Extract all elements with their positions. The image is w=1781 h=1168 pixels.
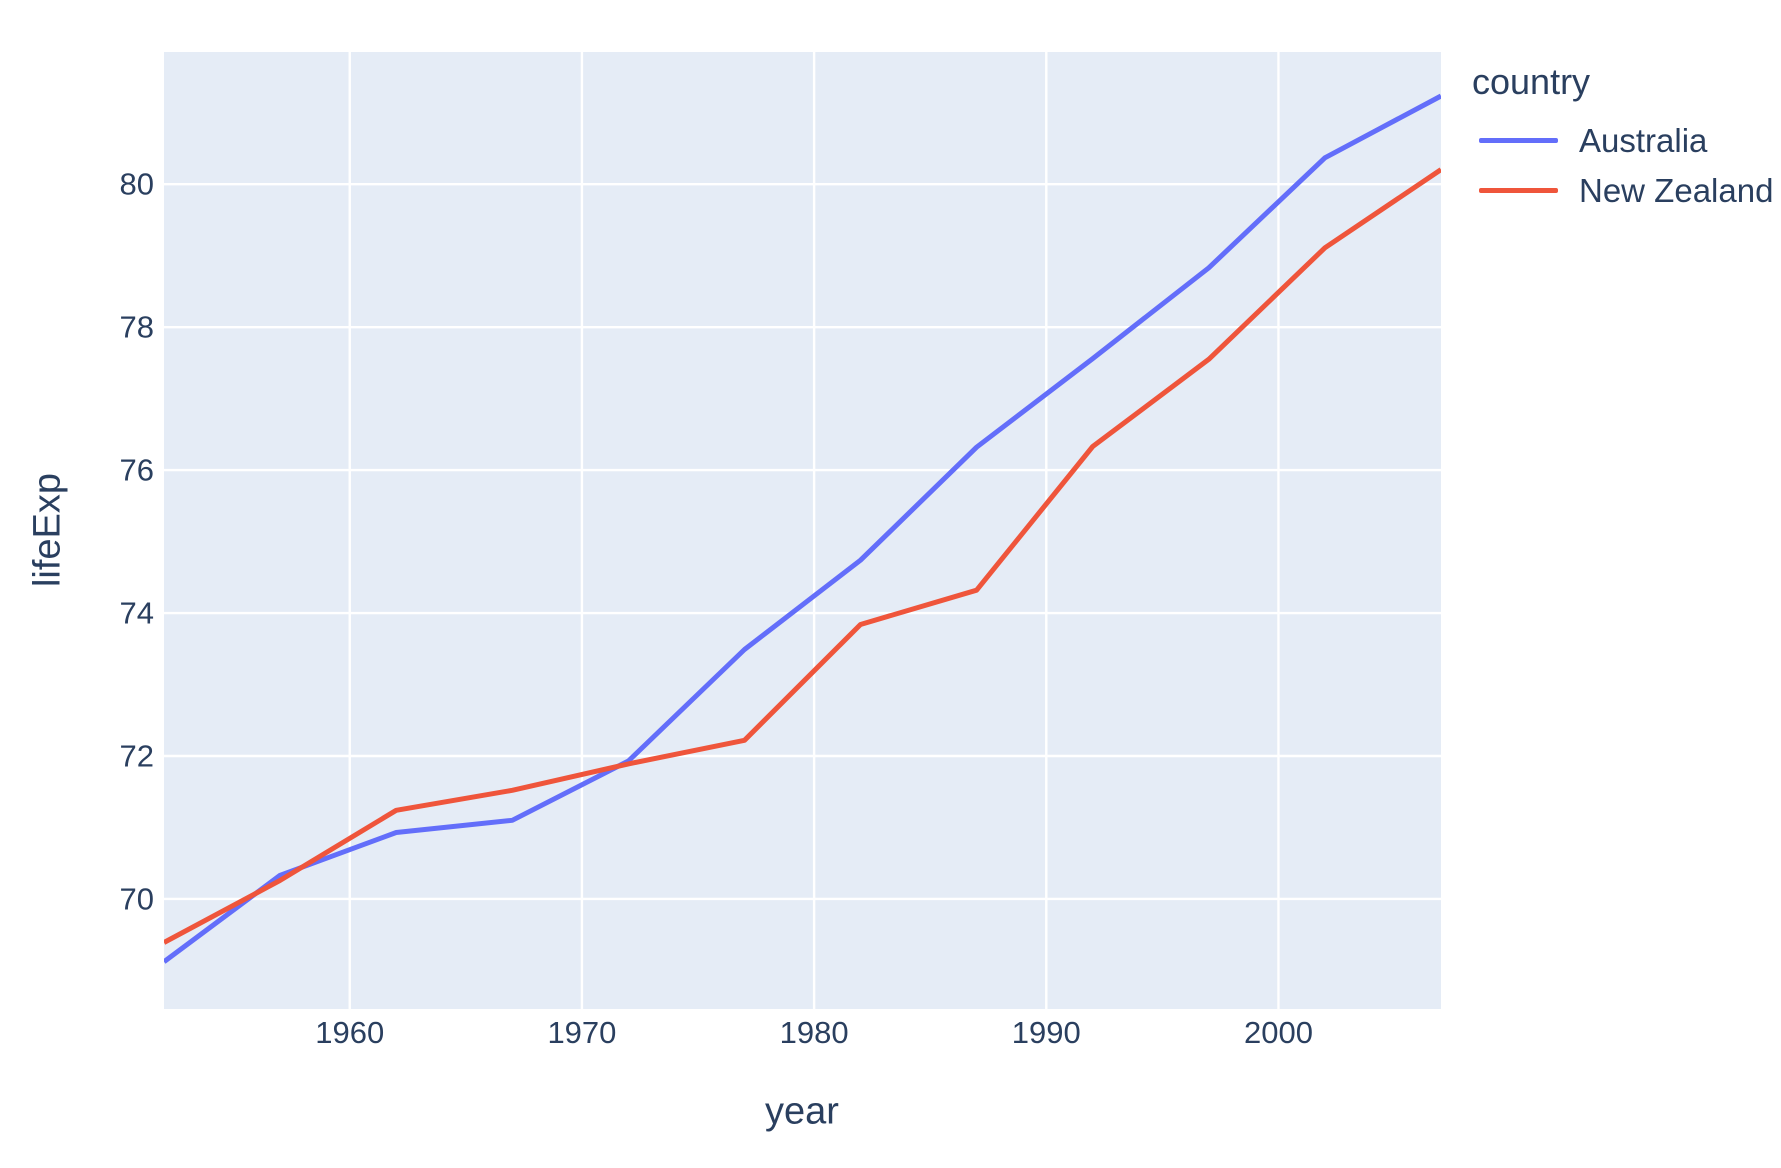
x-tick-label: 1970 [547,1015,617,1050]
x-tick-label: 1990 [1011,1015,1081,1050]
y-tick-label: 76 [119,452,154,488]
legend: country Australia New Zealand [1472,60,1773,215]
legend-item-new-zealand[interactable]: New Zealand [1472,165,1773,215]
chart-canvas[interactable] [164,52,1441,1009]
legend-item-label: Australia [1579,121,1708,159]
legend-line-swatch [1479,137,1558,143]
legend-item-australia[interactable]: Australia [1472,115,1773,165]
y-tick-label: 74 [119,595,154,631]
legend-line-swatch [1479,187,1558,193]
legend-item-label: New Zealand [1579,171,1774,209]
y-tick-label: 72 [119,738,154,774]
y-tick-label: 70 [119,881,154,917]
legend-items: Australia New Zealand [1472,115,1773,215]
legend-title: country [1472,61,1591,102]
x-tick-label: 1980 [779,1015,849,1050]
plot-area[interactable] [164,52,1441,1009]
x-tick-label: 1960 [315,1015,385,1050]
x-tick-label: 2000 [1243,1015,1313,1050]
x-axis-title: year [765,1090,839,1133]
series-line-australia[interactable] [164,93,1441,964]
series-line-new-zealand[interactable] [164,167,1441,945]
y-tick-label: 78 [119,309,154,345]
y-axis-title: lifeExp [26,472,69,588]
y-tick-label: 80 [119,166,154,202]
